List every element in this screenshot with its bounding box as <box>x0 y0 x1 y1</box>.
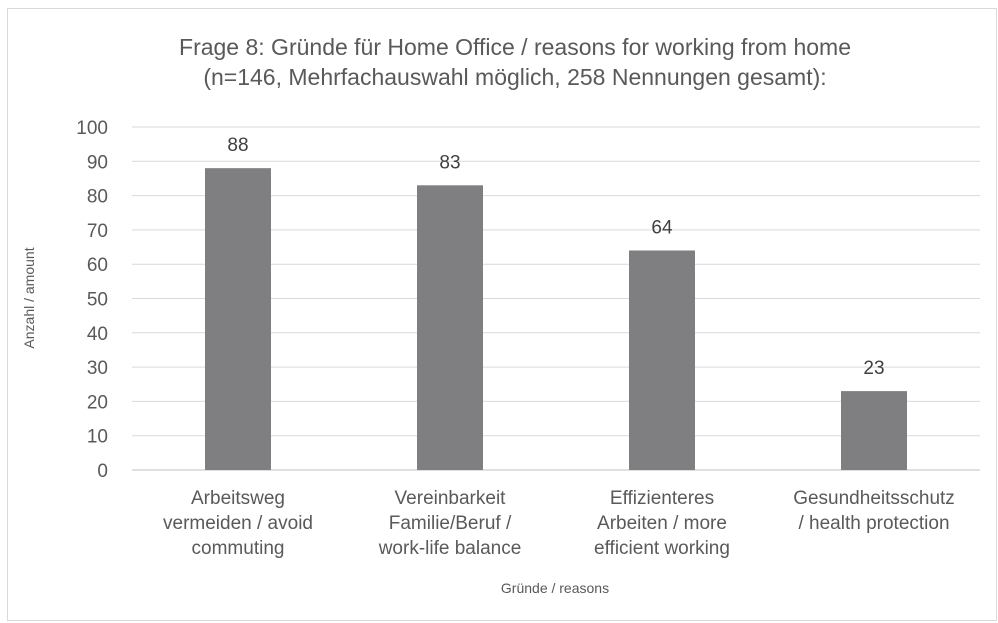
y-tick-label: 10 <box>87 427 108 448</box>
x-category-label: Gesundheitsschutz <box>793 488 955 509</box>
y-tick-label: 90 <box>87 152 108 173</box>
chart-frame <box>7 8 997 621</box>
x-category-label: / health protection <box>798 513 949 534</box>
data-label: 88 <box>227 135 248 156</box>
y-tick-label: 50 <box>87 290 108 311</box>
chart-title-line-2: (n=146, Mehrfachauswahl möglich, 258 Nen… <box>203 64 826 90</box>
bar <box>629 250 695 470</box>
bars <box>205 168 907 470</box>
gridlines <box>132 126 980 471</box>
x-category-label: vermeiden / avoid <box>163 513 313 534</box>
y-tick-label: 70 <box>87 221 108 242</box>
y-tick-label: 60 <box>87 255 108 276</box>
y-tick-label: 100 <box>76 118 108 139</box>
x-category-label: work-life balance <box>378 538 522 559</box>
x-category-label: Effizienteres <box>610 488 714 509</box>
data-label: 23 <box>863 358 884 379</box>
x-category-label: Familie/Beruf / <box>389 513 512 534</box>
y-tick-label: 40 <box>87 324 108 345</box>
x-category-label: Arbeiten / more <box>597 513 727 534</box>
data-label: 64 <box>651 217 673 238</box>
y-tick-label: 80 <box>87 187 108 208</box>
chart-title-line-1: Frage 8: Gründe für Home Office / reason… <box>179 34 851 60</box>
data-labels: 88 83 64 23 <box>227 135 884 379</box>
y-axis-ticks: 0 10 20 30 40 50 60 70 80 90 100 <box>76 118 108 482</box>
y-tick-label: 30 <box>87 358 108 379</box>
x-axis-title: Gründe / reasons <box>501 580 609 596</box>
x-category-label: commuting <box>192 538 285 559</box>
x-category-label: efficient working <box>594 538 730 559</box>
bar <box>205 168 271 470</box>
y-tick-label: 0 <box>97 461 108 482</box>
bar <box>841 391 907 470</box>
x-category-label: Vereinbarkeit <box>395 488 507 509</box>
x-axis-categories: Arbeitsweg vermeiden / avoid commuting Vere… <box>163 488 955 559</box>
bar <box>417 185 483 470</box>
y-tick-label: 20 <box>87 392 108 413</box>
x-category-label: Arbeitsweg <box>191 488 285 509</box>
y-axis-title: Anzahl / amount <box>21 247 37 348</box>
data-label: 83 <box>439 152 460 173</box>
